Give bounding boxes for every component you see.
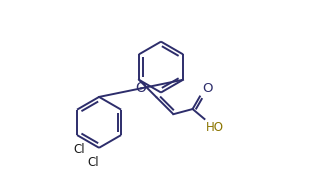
Text: HO: HO [205, 121, 223, 134]
Text: Cl: Cl [88, 156, 99, 169]
Text: O: O [202, 82, 213, 95]
Text: Cl: Cl [73, 143, 85, 156]
Text: O: O [136, 81, 147, 95]
